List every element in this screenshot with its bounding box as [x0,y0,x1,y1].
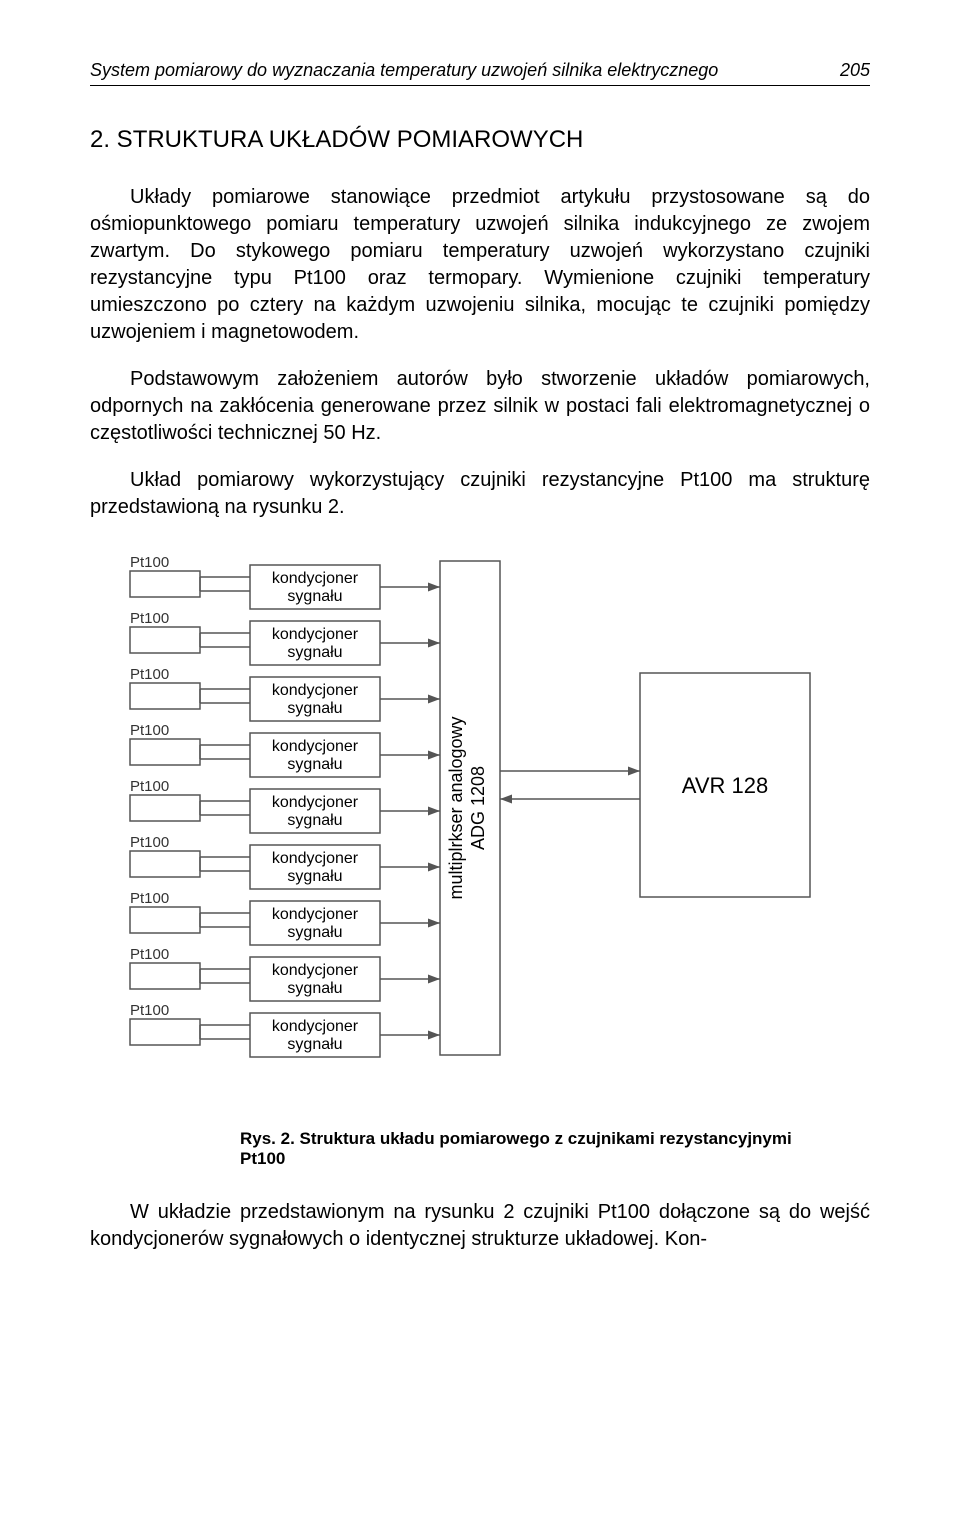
running-title: System pomiarowy do wyznaczania temperat… [90,60,718,81]
svg-text:Pt100: Pt100 [130,666,169,683]
svg-text:Pt100: Pt100 [130,778,169,795]
svg-text:kondycjoner: kondycjoner [272,906,359,923]
svg-text:kondycjoner: kondycjoner [272,794,359,811]
svg-text:Pt100: Pt100 [130,946,169,963]
svg-text:sygnału: sygnału [287,756,342,773]
paragraph-3: Układ pomiarowy wykorzystujący czujniki … [90,467,870,521]
svg-text:Pt100: Pt100 [130,610,169,627]
block-diagram: Pt100kondycjonersygnałuPt100kondycjoners… [120,551,840,1111]
svg-text:sygnału: sygnału [287,924,342,941]
svg-text:kondycjoner: kondycjoner [272,850,359,867]
svg-text:sygnału: sygnału [287,700,342,717]
figure-caption: Rys. 2. Struktura układu pomiarowego z c… [240,1129,800,1169]
svg-text:Pt100: Pt100 [130,834,169,851]
paragraph-4: W układzie przedstawionym na rysunku 2 c… [90,1199,870,1253]
svg-text:ADG 1208: ADG 1208 [468,766,488,850]
svg-text:kondycjoner: kondycjoner [272,570,359,587]
svg-text:sygnału: sygnału [287,1036,342,1053]
svg-text:kondycjoner: kondycjoner [272,1018,359,1035]
svg-text:kondycjoner: kondycjoner [272,962,359,979]
svg-text:sygnału: sygnału [287,644,342,661]
svg-text:Pt100: Pt100 [130,890,169,907]
svg-text:sygnału: sygnału [287,588,342,605]
svg-text:AVR 128: AVR 128 [682,773,768,798]
svg-text:kondycjoner: kondycjoner [272,626,359,643]
svg-text:sygnału: sygnału [287,868,342,885]
running-header: System pomiarowy do wyznaczania temperat… [90,60,870,86]
paragraph-1: Układy pomiarowe stanowiące przedmiot ar… [90,184,870,346]
svg-text:Pt100: Pt100 [130,1002,169,1019]
paragraph-2: Podstawowym założeniem autorów było stwo… [90,366,870,447]
svg-text:kondycjoner: kondycjoner [272,682,359,699]
page-number: 205 [840,60,870,81]
svg-text:Pt100: Pt100 [130,554,169,571]
svg-text:kondycjoner: kondycjoner [272,738,359,755]
section-heading: 2. STRUKTURA UKŁADÓW POMIAROWYCH [90,126,870,154]
svg-text:multiplrkser analogowy: multiplrkser analogowy [446,716,466,899]
svg-text:Pt100: Pt100 [130,722,169,739]
svg-text:sygnału: sygnału [287,812,342,829]
svg-text:sygnału: sygnału [287,980,342,997]
